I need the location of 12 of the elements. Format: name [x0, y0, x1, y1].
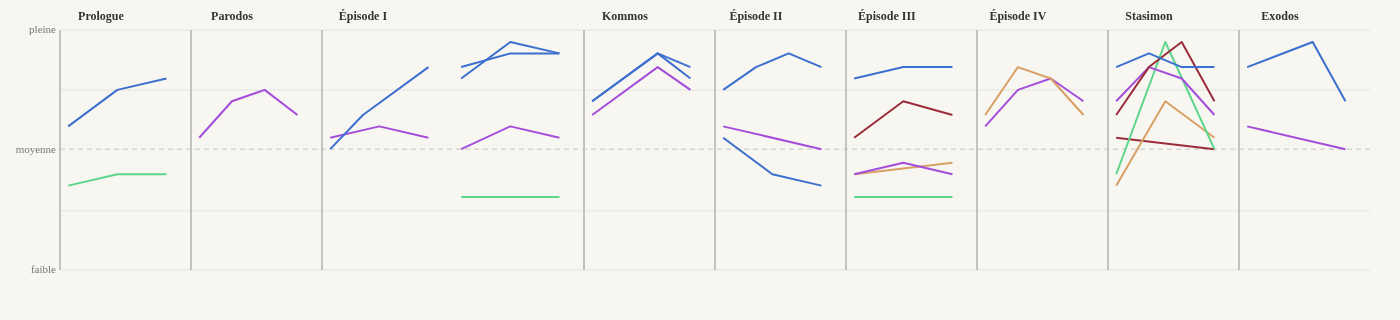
x-tick-label: Kommos [601, 8, 649, 23]
x-tick-label: Stasimon [1125, 8, 1173, 23]
x-tick-label: Épisode I [338, 8, 388, 23]
x-tick-label: Parodos [211, 8, 254, 23]
text: pleine [29, 22, 57, 35]
x-tick-label: Exodos [1261, 8, 1299, 23]
text: moyenne [15, 142, 57, 155]
x-tick-label: Épisode II [729, 8, 783, 23]
x-tick-label: Épisode IV [989, 8, 1047, 23]
text: faible [30, 262, 57, 275]
x-tick-label: Prologue [78, 8, 125, 23]
x-tick-label: Épisode III [858, 8, 917, 23]
